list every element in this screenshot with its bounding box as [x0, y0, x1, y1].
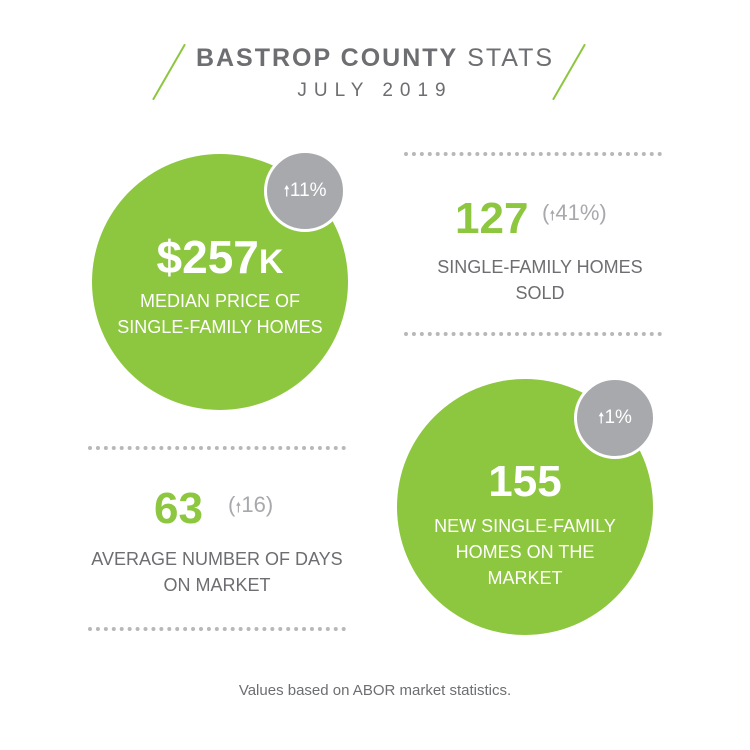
median-price-label: MEDIAN PRICE OF SINGLE-FAMILY HOMES — [117, 291, 323, 337]
median-price-unit: K — [258, 243, 284, 281]
page-title: BASTROP COUNTY STATS — [0, 44, 750, 73]
new-listings-change-badge: 🠕1% — [574, 377, 656, 459]
days-on-market-change: (🠕16) — [228, 492, 274, 517]
new-listings-change: 1% — [604, 407, 632, 428]
divider-bottom-left — [88, 627, 346, 631]
up-arrow-icon: 🠕 — [549, 207, 556, 223]
median-price-number: $257 — [156, 231, 259, 283]
page-subtitle: JULY 2019 — [297, 80, 453, 101]
divider-mid-left — [88, 446, 346, 450]
divider-mid-right — [404, 332, 662, 336]
up-arrow-icon: 🠕 — [283, 183, 290, 200]
days-on-market-label: AVERAGE NUMBER OF DAYS ON MARKET — [91, 549, 343, 595]
days-on-market-change-value: 16 — [241, 492, 266, 517]
homes-sold-value: 127 — [455, 194, 529, 243]
homes-sold-change: (🠕41%) — [542, 200, 607, 225]
median-price-change: 11% — [289, 180, 327, 201]
median-price-value: $257K — [92, 230, 348, 284]
title-bold: BASTROP COUNTY — [195, 44, 459, 72]
up-arrow-icon: 🠕 — [598, 410, 605, 427]
homes-sold-change-value: 41% — [555, 200, 600, 225]
median-price-change-badge: 🠕11% — [264, 150, 346, 232]
footer-note: Values based on ABOR market statistics. — [238, 682, 512, 699]
days-on-market-value: 63 — [154, 484, 203, 533]
homes-sold-label: SINGLE-FAMILY HOMES SOLD — [437, 257, 643, 303]
divider-top-right — [404, 152, 662, 156]
up-arrow-icon: 🠕 — [235, 499, 242, 515]
new-listings-value: 155 — [488, 457, 562, 506]
title-light: STATS — [467, 44, 555, 72]
new-listings-label: NEW SINGLE-FAMILY HOMES ON THE MARKET — [434, 516, 616, 588]
